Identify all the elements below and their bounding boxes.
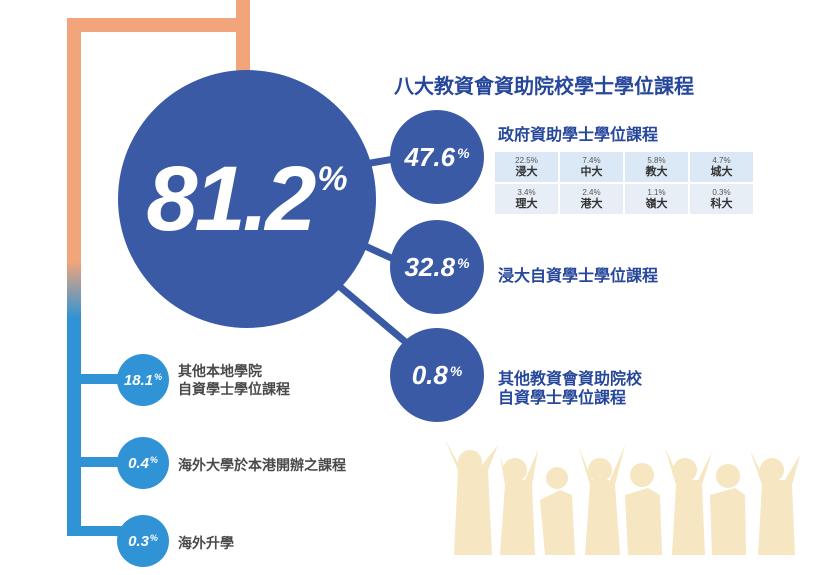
table-cell: 4.7% 城大 — [690, 152, 753, 182]
cell-university: 港大 — [580, 197, 603, 210]
cell-percent: 22.5% — [515, 155, 538, 165]
cell-percent: 2.4% — [582, 187, 601, 197]
left-trunk — [67, 18, 81, 536]
overseas-local-unit: % — [149, 455, 158, 465]
cell-percent: 0.3% — [712, 187, 731, 197]
top-stem — [236, 0, 250, 80]
cell-university: 城大 — [710, 165, 733, 178]
gov-funded-breakdown-table: 22.5% 浸大 7.4% 中大 5.8% 教大 4.7% 城大 3.4% 理大 2.4%… — [495, 152, 753, 214]
overseas-study-label-line1: 海外升學 — [178, 535, 234, 551]
cell-university: 浸大 — [515, 165, 538, 178]
stub-18 — [67, 374, 127, 384]
overseas-local-label-line1: 海外大學於本港開辦之課程 — [178, 457, 346, 473]
table-cell: 0.3% 科大 — [690, 184, 753, 214]
cell-percent: 5.8% — [647, 155, 666, 165]
other-local-label: 其他本地學院 自資學士學位課程 — [178, 362, 290, 398]
other-ugc-label-line1: 其他教資會資助院校 — [498, 371, 643, 388]
gov-funded-label: 政府資助學士學位課程 — [498, 126, 658, 145]
hkbu-selffinanced-label: 浸大自資學士學位課程 — [498, 267, 658, 286]
other-local-label-line1: 其他本地學院 — [178, 363, 262, 379]
gov-funded-label-line1: 政府資助學士學位課程 — [498, 127, 659, 144]
table-cell: 22.5% 浸大 — [495, 152, 558, 182]
cell-percent: 7.4% — [582, 155, 601, 165]
main-title: 八大教資會資助院校學士學位課程 — [394, 76, 694, 98]
other-local-label-line2: 自資學士學位課程 — [178, 381, 290, 397]
table-cell: 7.4% 中大 — [560, 152, 623, 182]
other-local-circle: 18.1 % — [117, 354, 169, 406]
gov-funded-value: 47.6 — [404, 141, 456, 172]
stub-04 — [67, 457, 127, 467]
gov-funded-unit: % — [457, 145, 470, 161]
stub-03 — [67, 526, 127, 536]
other-local-value: 18.1 — [123, 371, 154, 389]
overseas-study-circle: 0.3 % — [117, 515, 169, 567]
top-bar — [67, 18, 250, 32]
overseas-local-circle: 0.4 % — [117, 437, 169, 489]
cell-university: 嶺大 — [645, 197, 668, 210]
overseas-study-value: 0.3 — [128, 532, 149, 550]
cell-university: 理大 — [515, 197, 538, 210]
cell-university: 教大 — [645, 165, 668, 178]
other-ugc-unit: % — [449, 363, 463, 379]
cell-university: 中大 — [580, 165, 603, 178]
cell-percent: 4.7% — [712, 155, 731, 165]
hkbu-selffinanced-label-line1: 浸大自資學士學位課程 — [498, 268, 659, 285]
other-ugc-circle: 0.8 % — [390, 328, 484, 422]
overseas-study-unit: % — [149, 533, 158, 543]
other-ugc-value: 0.8 — [411, 359, 448, 390]
main-percent-unit: % — [317, 159, 348, 198]
main-percent-value: 81.2 — [146, 147, 316, 250]
main-percent-circle: 81.2 % — [118, 70, 376, 328]
table-cell: 5.8% 教大 — [625, 152, 688, 182]
overseas-study-label: 海外升學 — [178, 534, 234, 552]
other-ugc-label: 其他教資會資助院校 自資學士學位課程 — [498, 370, 642, 408]
cell-percent: 1.1% — [647, 187, 666, 197]
hkbu-selffinanced-value: 32.8 — [404, 251, 456, 282]
other-ugc-label-line2: 自資學士學位課程 — [498, 390, 627, 407]
table-cell: 3.4% 理大 — [495, 184, 558, 214]
table-cell: 1.1% 嶺大 — [625, 184, 688, 214]
hkbu-selffinanced-unit: % — [457, 255, 470, 271]
overseas-local-value: 0.4 — [128, 454, 149, 472]
hkbu-selffinanced-circle: 32.8 % — [390, 220, 484, 314]
graduates-silhouette — [445, 440, 800, 555]
overseas-local-label: 海外大學於本港開辦之課程 — [178, 456, 346, 474]
gov-funded-circle: 47.6 % — [390, 110, 484, 204]
other-local-unit: % — [154, 372, 163, 382]
table-cell: 2.4% 港大 — [560, 184, 623, 214]
cell-percent: 3.4% — [517, 187, 536, 197]
cell-university: 科大 — [710, 197, 733, 210]
